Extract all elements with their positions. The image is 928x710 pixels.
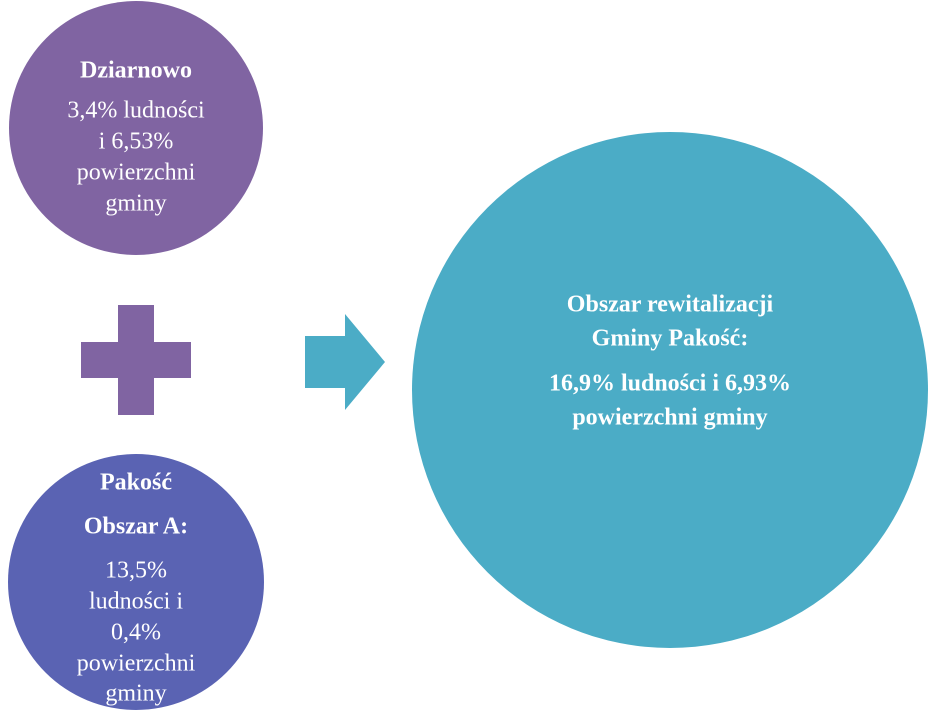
arrow bbox=[305, 314, 385, 410]
node-text: gminy bbox=[105, 191, 166, 217]
node-title: Dziarnowo bbox=[80, 58, 192, 84]
node-title: Obszar A: bbox=[84, 514, 188, 540]
result-text: powierzchni gminy bbox=[572, 405, 767, 431]
result-title: Obszar rewitalizacji bbox=[567, 292, 774, 318]
node-text: 13,5% bbox=[105, 558, 167, 584]
node-text: ludności i bbox=[89, 589, 183, 615]
result-title: Gminy Pakość: bbox=[592, 326, 749, 352]
dziarnowo-circle bbox=[9, 1, 263, 255]
pakosc-circle bbox=[8, 454, 264, 710]
node-text: i 6,53% bbox=[99, 129, 174, 155]
plus-sign bbox=[81, 305, 191, 415]
node-text: gminy bbox=[105, 681, 166, 707]
result-circle bbox=[412, 132, 928, 648]
node-text: 3,4% ludności bbox=[67, 98, 205, 124]
node-text: powierzchni bbox=[77, 651, 196, 677]
node-text: powierzchni bbox=[77, 160, 196, 186]
result-text: 16,9% ludności i 6,93% bbox=[549, 371, 791, 397]
node-title: Pakość bbox=[100, 470, 172, 496]
node-text: 0,4% bbox=[111, 620, 161, 646]
